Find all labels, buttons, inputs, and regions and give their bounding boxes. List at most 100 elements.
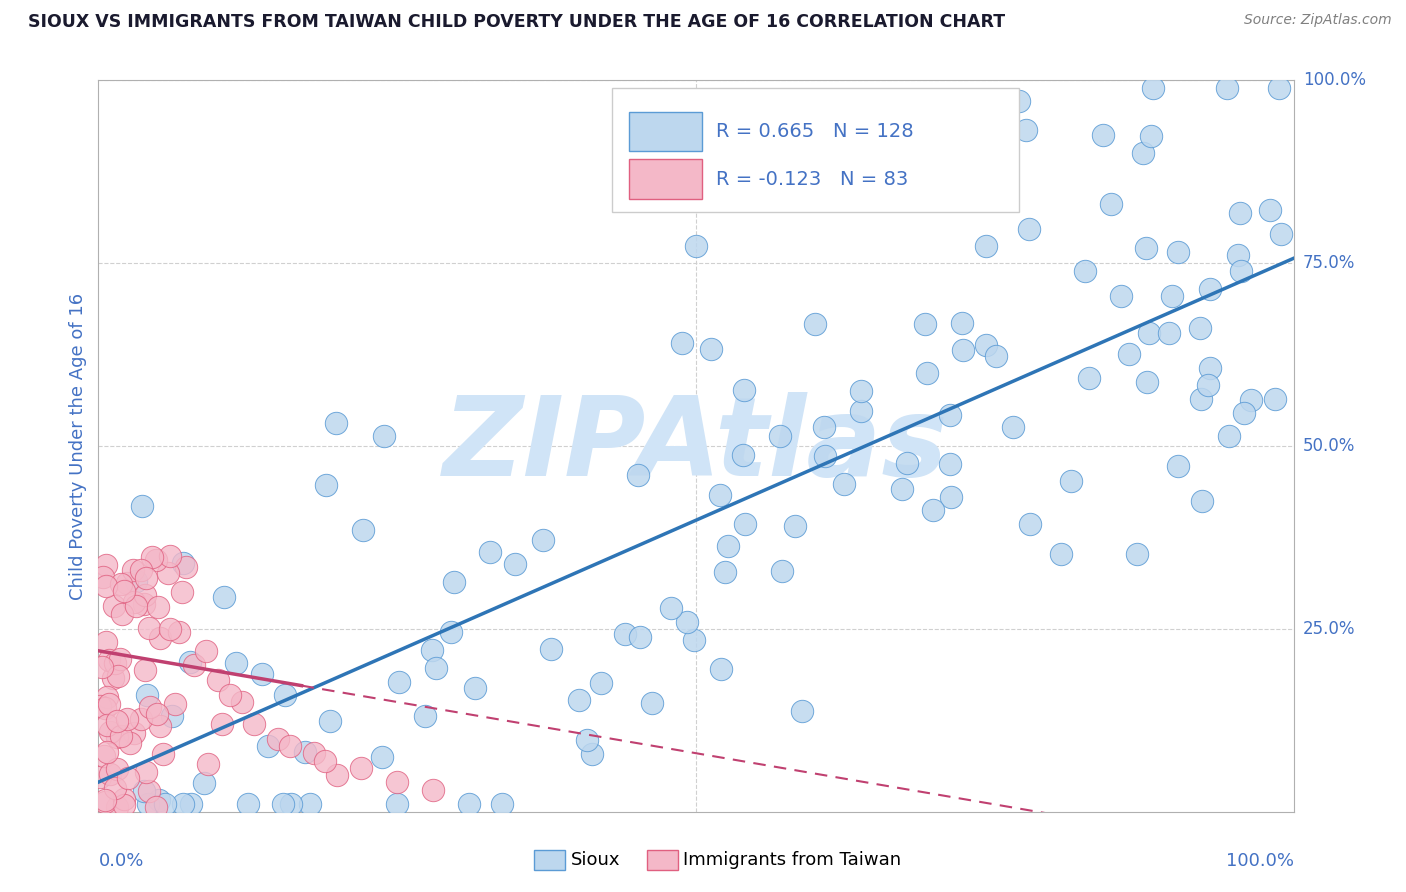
Point (709, 488, 731, 502)
Point (94, 578, 117, 592)
Point (97, 698, 120, 712)
Point (325, 416, 347, 430)
Text: 100.0%: 100.0% (1226, 852, 1294, 870)
Point (98, 725, 121, 739)
Point (1099, 197, 1122, 211)
Text: Immigrants from Taiwan: Immigrants from Taiwan (683, 851, 901, 869)
Point (302, 746, 325, 760)
Point (1118, 347, 1140, 361)
Point (1191, 494, 1213, 508)
Point (180, 797, 202, 812)
Point (1229, 206, 1251, 220)
Point (174, 559, 197, 574)
Point (280, 797, 302, 812)
Point (1240, 392, 1263, 407)
Point (105, 762, 128, 776)
Point (183, 658, 205, 673)
Point (974, 239, 997, 253)
Point (103, 599, 125, 613)
Point (125, 574, 148, 588)
Point (105, 800, 128, 814)
Point (89, 771, 111, 785)
Point (294, 745, 316, 759)
Point (89, 699, 111, 714)
Point (132, 597, 155, 611)
Point (710, 662, 733, 676)
Point (135, 571, 157, 585)
Point (464, 681, 486, 695)
Point (974, 338, 997, 352)
Point (581, 747, 603, 761)
Point (717, 539, 740, 553)
Point (1270, 227, 1292, 241)
Point (152, 747, 174, 761)
Point (219, 688, 242, 702)
Point (671, 335, 693, 350)
Text: 75.0%: 75.0% (1303, 254, 1355, 272)
Point (1008, 94, 1031, 108)
Point (1077, 371, 1099, 385)
Point (939, 457, 962, 471)
Point (713, 565, 735, 579)
Text: Sioux: Sioux (571, 851, 620, 869)
Point (148, 599, 170, 614)
Point (1132, 146, 1154, 161)
Point (160, 708, 183, 723)
Point (851, 403, 873, 417)
Point (138, 621, 160, 635)
Point (505, 557, 527, 571)
Point (457, 797, 479, 812)
Point (371, 750, 394, 764)
Point (385, 775, 409, 789)
Point (1199, 360, 1222, 375)
Point (785, 519, 807, 533)
Point (103, 671, 125, 685)
Point (1264, 392, 1286, 407)
Point (627, 468, 650, 483)
Point (1233, 406, 1256, 420)
Point (1092, 128, 1115, 142)
Point (1074, 263, 1097, 277)
Point (118, 736, 141, 750)
Point (1109, 289, 1132, 303)
Point (207, 673, 229, 687)
Point (212, 590, 235, 604)
Point (422, 782, 444, 797)
Point (915, 366, 938, 380)
Point (135, 688, 157, 702)
Point (132, 784, 155, 798)
Point (734, 516, 756, 531)
Point (149, 632, 172, 646)
Point (350, 761, 373, 775)
Point (107, 714, 129, 728)
Point (984, 349, 1007, 363)
Point (641, 696, 664, 710)
Point (103, 657, 125, 671)
Point (139, 699, 162, 714)
Point (141, 549, 163, 564)
Point (420, 643, 443, 657)
Point (157, 566, 180, 580)
Text: 25.0%: 25.0% (1303, 620, 1355, 638)
Point (179, 655, 201, 669)
Point (1139, 128, 1161, 143)
Point (104, 781, 127, 796)
Point (108, 652, 131, 666)
Point (1218, 429, 1240, 443)
Point (1126, 547, 1149, 561)
Point (1189, 321, 1212, 335)
Point (91, 569, 114, 583)
Point (1002, 420, 1025, 434)
Point (129, 712, 152, 726)
Point (231, 695, 253, 709)
Y-axis label: Child Poverty Under the Age of 16: Child Poverty Under the Age of 16 (69, 293, 87, 599)
Point (921, 503, 943, 517)
Point (1216, 80, 1239, 95)
Point (110, 729, 132, 743)
Point (491, 797, 513, 812)
Point (1018, 222, 1040, 236)
Point (107, 730, 129, 744)
Point (197, 756, 219, 771)
Point (1050, 547, 1073, 561)
Point (193, 776, 215, 790)
